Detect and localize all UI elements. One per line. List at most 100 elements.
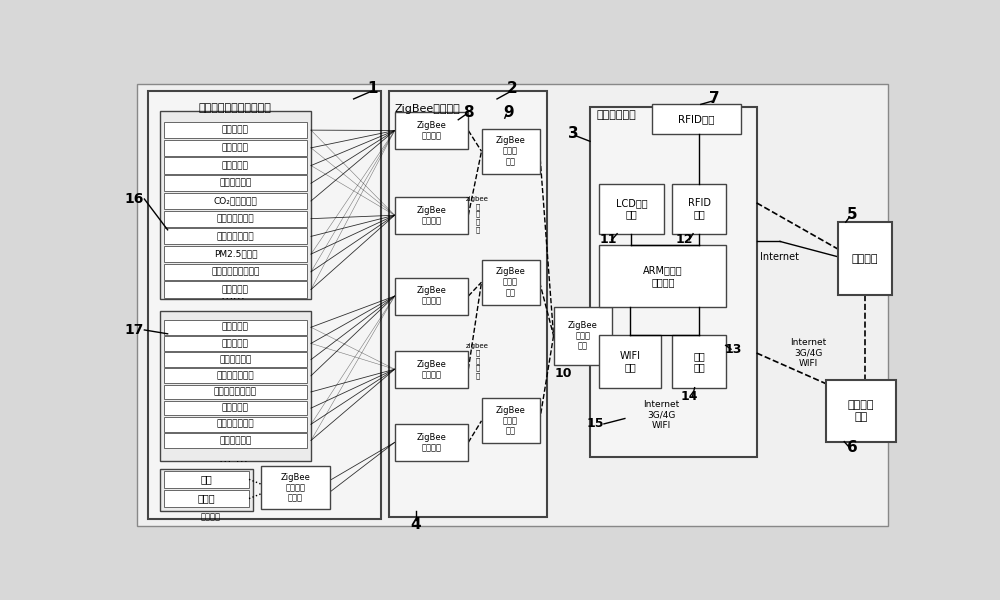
Text: ZigBee
终端节点: ZigBee 终端节点 bbox=[417, 359, 446, 379]
Text: 窗帘控制器: 窗帘控制器 bbox=[222, 323, 249, 332]
Text: ZigBee
路由器
节点: ZigBee 路由器 节点 bbox=[496, 406, 526, 436]
Bar bbox=[482, 398, 540, 443]
Bar bbox=[590, 107, 757, 457]
Bar bbox=[164, 140, 307, 156]
Text: 烟雾传感器: 烟雾传感器 bbox=[222, 285, 249, 294]
Bar bbox=[164, 417, 307, 431]
Bar bbox=[652, 104, 741, 134]
Bar bbox=[599, 335, 661, 388]
Text: Internet
3G/4G
WIFI: Internet 3G/4G WIFI bbox=[643, 400, 679, 430]
Bar bbox=[160, 469, 253, 511]
Text: ZigBee
终端节点: ZigBee 终端节点 bbox=[417, 433, 446, 452]
Bar bbox=[164, 175, 307, 191]
Text: 16: 16 bbox=[125, 192, 144, 206]
Text: 声光报警设备: 声光报警设备 bbox=[219, 436, 252, 445]
Text: ZigBee
路由器
节点: ZigBee 路由器 节点 bbox=[496, 136, 526, 166]
Text: zigbee
无
线
信
号: zigbee 无 线 信 号 bbox=[466, 196, 489, 233]
Text: 电视机: 电视机 bbox=[198, 494, 215, 503]
Text: 6: 6 bbox=[847, 440, 857, 455]
Text: ZigBee无线网络: ZigBee无线网络 bbox=[395, 104, 460, 115]
Bar bbox=[164, 336, 307, 351]
Text: … …: … … bbox=[219, 452, 248, 465]
Text: 空调: 空调 bbox=[200, 475, 212, 484]
Text: LCD显示
模块: LCD显示 模块 bbox=[616, 198, 647, 220]
Text: ZigBee
终端节点: ZigBee 终端节点 bbox=[417, 206, 446, 225]
Text: 11: 11 bbox=[599, 233, 617, 245]
Text: PM2.5传感器: PM2.5传感器 bbox=[214, 250, 257, 259]
Bar bbox=[164, 246, 307, 262]
Text: 13: 13 bbox=[725, 343, 742, 356]
Text: 湿度传感器: 湿度传感器 bbox=[222, 161, 249, 170]
Text: RFID
模块: RFID 模块 bbox=[688, 198, 711, 220]
Text: WIFI
模块: WIFI 模块 bbox=[620, 351, 641, 373]
Text: RFID设备: RFID设备 bbox=[678, 114, 715, 124]
Bar bbox=[164, 433, 307, 448]
Text: 9: 9 bbox=[503, 104, 514, 119]
Bar bbox=[395, 278, 468, 314]
Text: 10: 10 bbox=[554, 367, 572, 380]
Bar bbox=[672, 335, 726, 388]
Text: 红外通信: 红外通信 bbox=[200, 512, 220, 521]
Bar bbox=[672, 184, 726, 233]
Text: 人体红外传感器: 人体红外传感器 bbox=[217, 214, 254, 223]
Text: ZigBee
转红外控
制模块: ZigBee 转红外控 制模块 bbox=[281, 473, 310, 503]
Bar bbox=[388, 91, 547, 517]
Text: ZigBee
终端节点: ZigBee 终端节点 bbox=[417, 121, 446, 140]
Bar bbox=[395, 351, 468, 388]
Text: 8: 8 bbox=[463, 104, 474, 119]
Text: 换风装置控制器: 换风装置控制器 bbox=[217, 371, 254, 380]
Bar bbox=[826, 380, 896, 442]
Text: 1: 1 bbox=[368, 82, 378, 97]
Text: 17: 17 bbox=[125, 323, 144, 337]
Bar bbox=[164, 320, 307, 335]
Bar bbox=[838, 222, 892, 295]
Text: 光照度传感器: 光照度传感器 bbox=[219, 179, 252, 188]
Text: zigbee
无
线
信
号: zigbee 无 线 信 号 bbox=[466, 343, 489, 379]
Text: Internet: Internet bbox=[760, 252, 799, 262]
Text: 粉尘浓度传感器: 粉尘浓度传感器 bbox=[217, 232, 254, 241]
Bar bbox=[160, 311, 311, 461]
Text: 灯光控制器: 灯光控制器 bbox=[222, 404, 249, 413]
Bar bbox=[164, 401, 307, 415]
Bar bbox=[164, 352, 307, 367]
Bar bbox=[164, 471, 249, 488]
Text: 可燃气体浓度传感器: 可燃气体浓度传感器 bbox=[211, 268, 260, 277]
Text: 4: 4 bbox=[410, 517, 421, 532]
Text: ZigBee
终端节点: ZigBee 终端节点 bbox=[417, 286, 446, 306]
Bar bbox=[164, 490, 249, 507]
Text: 2: 2 bbox=[507, 82, 518, 97]
Text: ZigBee
路由器
节点: ZigBee 路由器 节点 bbox=[496, 268, 526, 297]
Text: ……: …… bbox=[221, 289, 246, 302]
Text: 空气净化器控制器: 空气净化器控制器 bbox=[214, 388, 257, 397]
Text: 蓝牙
模块: 蓝牙 模块 bbox=[693, 351, 705, 373]
Bar bbox=[164, 281, 307, 298]
Bar bbox=[261, 466, 330, 509]
Bar bbox=[395, 112, 468, 149]
Text: 5: 5 bbox=[847, 207, 857, 222]
Text: Internet
3G/4G
WIFI: Internet 3G/4G WIFI bbox=[790, 338, 827, 368]
Text: 压力传感器: 压力传感器 bbox=[222, 125, 249, 134]
Bar bbox=[599, 184, 664, 233]
Bar bbox=[482, 129, 540, 173]
Bar bbox=[395, 197, 468, 233]
Bar bbox=[395, 424, 468, 461]
Text: 背景音乐控制器: 背景音乐控制器 bbox=[217, 420, 254, 429]
Bar bbox=[164, 193, 307, 209]
Text: 移动终端
设备: 移动终端 设备 bbox=[848, 400, 874, 422]
Text: 家庭智能网关: 家庭智能网关 bbox=[596, 110, 636, 121]
Bar bbox=[164, 211, 307, 227]
Bar bbox=[164, 229, 307, 244]
Text: 3: 3 bbox=[568, 126, 578, 141]
Text: ZigBee
协调器
节点: ZigBee 协调器 节点 bbox=[568, 321, 598, 350]
Text: 插座控制器: 插座控制器 bbox=[222, 339, 249, 348]
Text: 云服务器: 云服务器 bbox=[852, 254, 878, 264]
Bar bbox=[554, 307, 612, 365]
Bar bbox=[160, 110, 311, 299]
Text: ARM嵌入式
微处理器: ARM嵌入式 微处理器 bbox=[643, 265, 683, 287]
Text: 信息采集、设备控制模块: 信息采集、设备控制模块 bbox=[199, 103, 272, 113]
Bar bbox=[164, 264, 307, 280]
Text: 15: 15 bbox=[587, 418, 604, 430]
Text: 温度传感器: 温度传感器 bbox=[222, 143, 249, 152]
Bar bbox=[164, 368, 307, 383]
Text: 7: 7 bbox=[709, 91, 719, 106]
